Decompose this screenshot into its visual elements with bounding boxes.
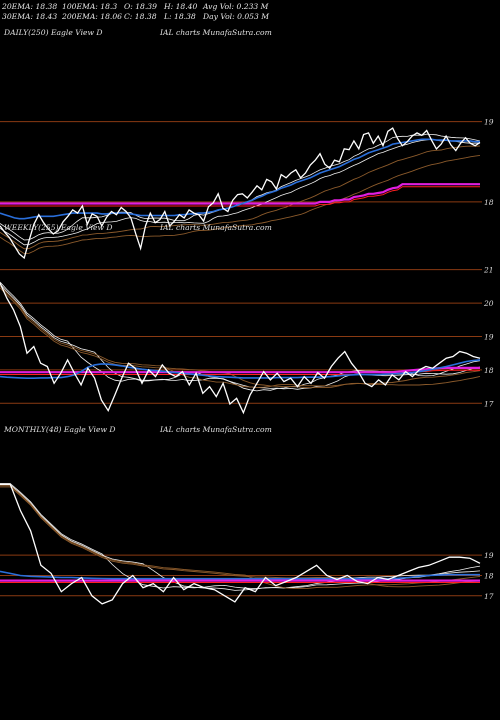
stat-ema30: 30EMA: 18.43 [2, 12, 58, 21]
weekly-panel: 17 18 19 20 21 [0, 266, 494, 415]
red-support-line [0, 186, 480, 207]
ma-ribbon-0 [0, 483, 481, 589]
daily-panel-title: DAILY(250) Eagle View D [4, 28, 103, 37]
y-tick-17: 17 [484, 399, 494, 408]
weekly-panel-title: WEEKLY(255) Eagle View D [4, 223, 113, 232]
ma-ribbon-1 [0, 283, 481, 390]
ma-ribbon-2 [0, 485, 481, 590]
monthly-panel-source: IAL charts MunafaSutra.com [160, 425, 272, 434]
monthly-panel-title: MONTHLY(48) Eagle View D [4, 425, 116, 434]
y-tick-20: 20 [483, 299, 494, 308]
price-line [0, 282, 481, 415]
monthly-panel: 17 18 19 [0, 483, 494, 605]
stat-ema200: 200EMA: 18.06 [62, 12, 123, 21]
stat-open: O: 18.39 [124, 2, 157, 11]
stat-high: H: 18.40 [164, 2, 198, 11]
stats-header: 20EMA: 18.38 100EMA: 18.3 O: 18.39 H: 18… [0, 0, 500, 36]
y-tick-19: 19 [484, 332, 494, 341]
stat-ema100: 100EMA: 18.3 [62, 2, 118, 11]
y-tick-18: 18 [484, 366, 494, 375]
ma-ribbon-3 [0, 486, 481, 588]
ma-ribbon-3 [0, 287, 481, 389]
y-tick-17: 17 [484, 592, 494, 601]
y-tick-19: 19 [484, 118, 494, 127]
stat-ema20: 20EMA: 18.38 [2, 2, 58, 11]
weekly-panel-source: IAL charts MunafaSutra.com [160, 223, 272, 232]
y-tick-19: 19 [484, 551, 494, 560]
stat-close: C: 18.38 [124, 12, 157, 21]
stat-low: L: 18.38 [164, 12, 196, 21]
y-tick-21: 21 [483, 266, 494, 275]
ema-blue-line [0, 359, 481, 380]
daily-panel-source: IAL charts MunafaSutra.com [160, 28, 272, 37]
price-line [0, 127, 481, 260]
y-tick-18: 18 [484, 571, 494, 580]
ma-ribbon-2 [0, 285, 481, 388]
ema-blue-line [0, 138, 480, 220]
ma-ribbon-2 [0, 145, 481, 250]
ma-ribbon-1 [0, 138, 480, 246]
y-tick-18: 18 [484, 198, 494, 207]
price-line [0, 483, 481, 605]
ma-ribbon-3 [0, 154, 481, 255]
stat-avg-volume: Avg Vol: 0.233 M [203, 2, 269, 11]
stat-day-volume: Day Vol: 0.053 M [203, 12, 270, 21]
